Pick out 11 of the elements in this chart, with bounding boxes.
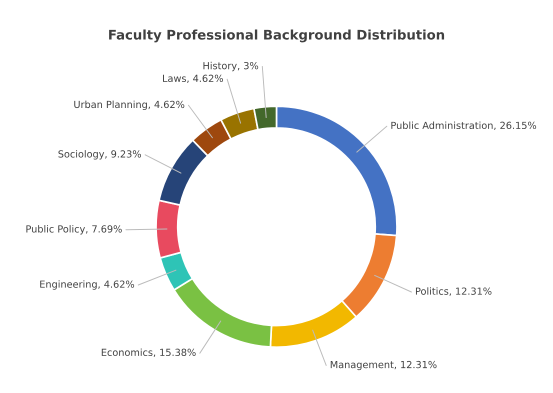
slice-label: Management, 12.31% <box>330 360 437 370</box>
slice-label: History, 3% <box>203 62 258 72</box>
slice-label: Economics, 15.38% <box>102 348 196 358</box>
slice-label: Sociology, 9.23% <box>58 150 142 160</box>
slice-label: Engineering, 4.62% <box>40 280 134 290</box>
slice-label: Public Administration, 26.15% <box>391 122 536 130</box>
slice-label: Politics, 12.31% <box>416 287 492 296</box>
slice-label: Urban Planning, 4.62% <box>74 100 184 110</box>
chart-title: Faculty Professional Background Distribution <box>109 29 444 42</box>
slice-label: Public Policy, 7.69% <box>26 225 122 234</box>
slice-label: Laws, 4.62% <box>163 74 224 84</box>
